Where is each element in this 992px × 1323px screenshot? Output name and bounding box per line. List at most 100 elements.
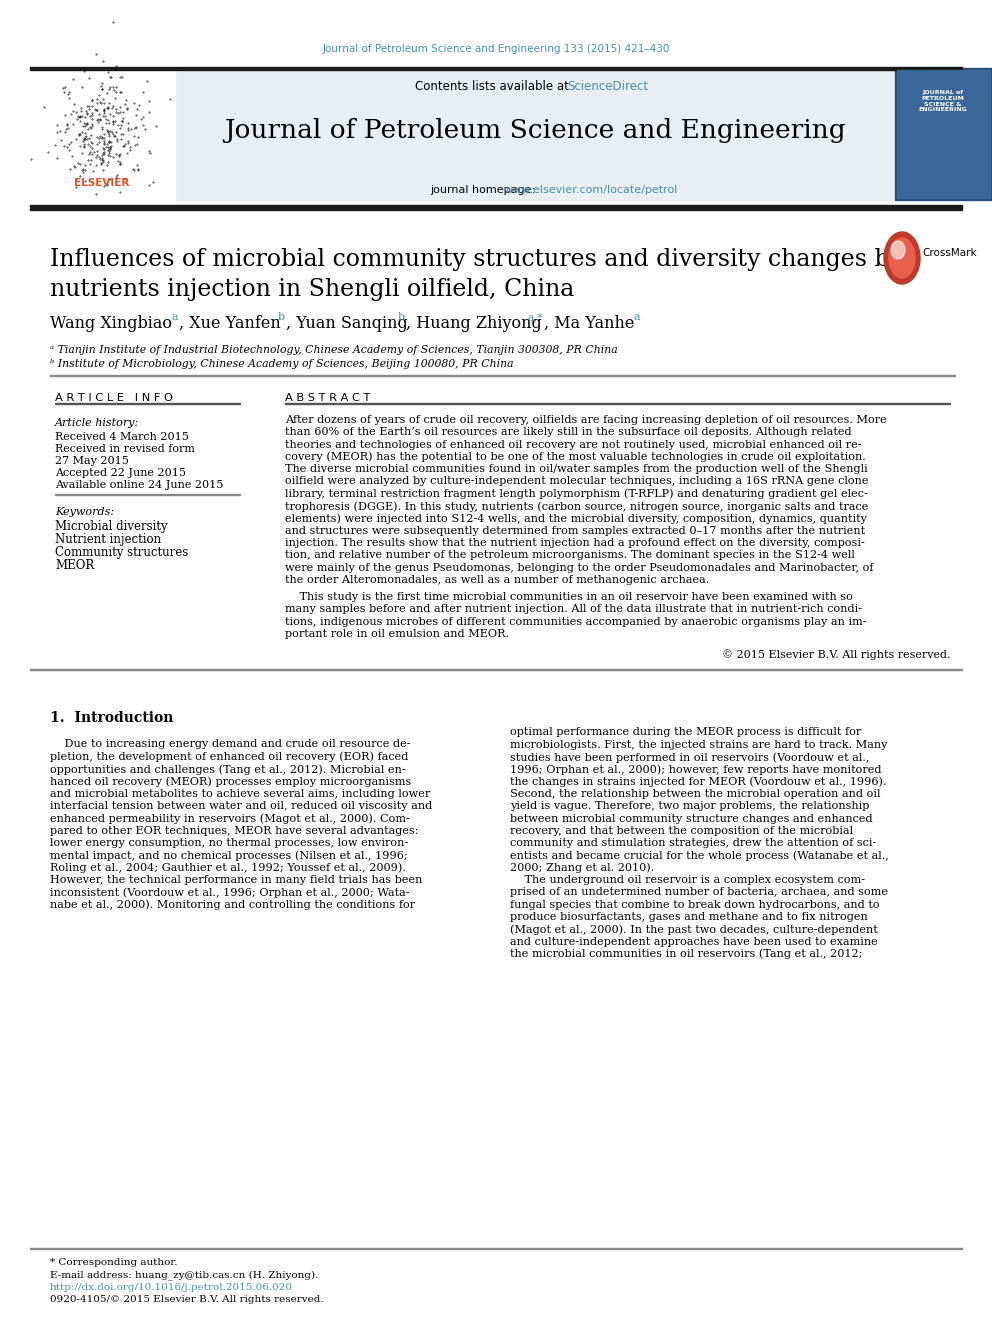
Text: injection. The results show that the nutrient injection had a profound effect on: injection. The results show that the nut… bbox=[285, 538, 865, 548]
Text: Journal of Petroleum Science and Engineering: Journal of Petroleum Science and Enginee… bbox=[224, 118, 846, 143]
Text: The underground oil reservoir is a complex ecosystem com-: The underground oil reservoir is a compl… bbox=[510, 875, 865, 885]
Text: Second, the relationship between the microbial operation and oil: Second, the relationship between the mic… bbox=[510, 789, 881, 799]
Text: A B S T R A C T: A B S T R A C T bbox=[285, 393, 370, 404]
Text: prised of an undetermined number of bacteria, archaea, and some: prised of an undetermined number of bact… bbox=[510, 888, 888, 897]
Text: CrossMark: CrossMark bbox=[922, 247, 977, 258]
Text: Contents lists available at: Contents lists available at bbox=[415, 79, 572, 93]
Text: , Yuan Sanqing: , Yuan Sanqing bbox=[286, 315, 408, 332]
Text: ᵇ Institute of Microbiology, Chinese Academy of Sciences, Beijing 100080, PR Chi: ᵇ Institute of Microbiology, Chinese Aca… bbox=[50, 359, 514, 369]
Text: This study is the first time microbial communities in an oil reservoir have been: This study is the first time microbial c… bbox=[285, 593, 853, 602]
Text: entists and became crucial for the whole process (Watanabe et al.,: entists and became crucial for the whole… bbox=[510, 851, 889, 861]
Text: pared to other EOR techniques, MEOR have several advantages:: pared to other EOR techniques, MEOR have… bbox=[50, 826, 419, 836]
Text: trophoresis (DGGE). In this study, nutrients (carbon source, nitrogen source, in: trophoresis (DGGE). In this study, nutri… bbox=[285, 501, 868, 512]
Text: were mainly of the genus Pseudomonas, belonging to the order Pseudomonadales and: were mainly of the genus Pseudomonas, be… bbox=[285, 562, 874, 573]
Text: b: b bbox=[398, 312, 405, 321]
Text: E-mail address: huang_zy@tib.cas.cn (H. Zhiyong).: E-mail address: huang_zy@tib.cas.cn (H. … bbox=[50, 1270, 318, 1279]
Text: Due to increasing energy demand and crude oil resource de-: Due to increasing energy demand and crud… bbox=[50, 740, 411, 749]
Text: covery (MEOR) has the potential to be one of the most valuable technologies in c: covery (MEOR) has the potential to be on… bbox=[285, 452, 866, 463]
Text: Wang Xingbiao: Wang Xingbiao bbox=[50, 315, 172, 332]
Text: enhanced permeability in reservoirs (Magot et al., 2000). Com-: enhanced permeability in reservoirs (Mag… bbox=[50, 814, 410, 824]
Text: than 60% of the Earth’s oil resources are likely still in the subsurface oil dep: than 60% of the Earth’s oil resources ar… bbox=[285, 427, 851, 438]
Text: theories and technologies of enhanced oil recovery are not routinely used, micro: theories and technologies of enhanced oi… bbox=[285, 439, 861, 450]
Ellipse shape bbox=[884, 232, 920, 284]
Text: elements) were injected into S12-4 wells, and the microbial diversity, compositi: elements) were injected into S12-4 wells… bbox=[285, 513, 867, 524]
Text: (Magot et al., 2000). In the past two decades, culture-dependent: (Magot et al., 2000). In the past two de… bbox=[510, 925, 878, 935]
Text: the changes in strains injected for MEOR (Voordouw et al., 1996).: the changes in strains injected for MEOR… bbox=[510, 777, 887, 787]
Bar bbox=[175, 67, 895, 200]
Text: Article history:: Article history: bbox=[55, 418, 139, 429]
Bar bbox=[30, 67, 175, 200]
Text: After dozens of years of crude oil recovery, oilfields are facing increasing dep: After dozens of years of crude oil recov… bbox=[285, 415, 887, 425]
Text: the microbial communities in oil reservoirs (Tang et al., 2012;: the microbial communities in oil reservo… bbox=[510, 949, 862, 959]
Text: However, the technical performance in many field trials has been: However, the technical performance in ma… bbox=[50, 875, 423, 885]
Text: Received in revised form: Received in revised form bbox=[55, 445, 195, 454]
Text: © 2015 Elsevier B.V. All rights reserved.: © 2015 Elsevier B.V. All rights reserved… bbox=[721, 650, 950, 660]
Text: studies have been performed in oil reservoirs (Voordouw et al.,: studies have been performed in oil reser… bbox=[510, 751, 869, 762]
Text: nabe et al., 2000). Monitoring and controlling the conditions for: nabe et al., 2000). Monitoring and contr… bbox=[50, 900, 415, 910]
Text: mental impact, and no chemical processes (Nilsen et al., 1996;: mental impact, and no chemical processes… bbox=[50, 851, 408, 861]
Text: Community structures: Community structures bbox=[55, 546, 188, 560]
Text: opportunities and challenges (Tang et al., 2012). Microbial en-: opportunities and challenges (Tang et al… bbox=[50, 763, 406, 774]
Text: produce biosurfactants, gases and methane and to fix nitrogen: produce biosurfactants, gases and methan… bbox=[510, 912, 868, 922]
Bar bbox=[895, 67, 992, 200]
Text: 1.  Introduction: 1. Introduction bbox=[50, 712, 174, 725]
Text: microbiologists. First, the injected strains are hard to track. Many: microbiologists. First, the injected str… bbox=[510, 740, 888, 750]
Text: oilfield were analyzed by culture-independent molecular techniques, including a : oilfield were analyzed by culture-indepe… bbox=[285, 476, 869, 487]
Text: hanced oil recovery (MEOR) processes employ microorganisms: hanced oil recovery (MEOR) processes emp… bbox=[50, 777, 412, 787]
Text: A R T I C L E   I N F O: A R T I C L E I N F O bbox=[55, 393, 173, 404]
Text: * Corresponding author.: * Corresponding author. bbox=[50, 1258, 178, 1267]
Ellipse shape bbox=[891, 241, 905, 259]
Text: b: b bbox=[278, 312, 285, 321]
Text: ScienceDirect: ScienceDirect bbox=[567, 79, 648, 93]
Text: The diverse microbial communities found in oil/water samples from the production: The diverse microbial communities found … bbox=[285, 464, 868, 474]
Text: 1996; Orphan et al., 2000); however, few reports have monitored: 1996; Orphan et al., 2000); however, few… bbox=[510, 765, 882, 775]
Text: , Xue Yanfen: , Xue Yanfen bbox=[179, 315, 281, 332]
Text: interfacial tension between water and oil, reduced oil viscosity and: interfacial tension between water and oi… bbox=[50, 800, 433, 811]
Text: Nutrient injection: Nutrient injection bbox=[55, 533, 161, 546]
Text: MEOR: MEOR bbox=[55, 560, 94, 572]
Text: a,*: a,* bbox=[527, 312, 543, 321]
Ellipse shape bbox=[889, 238, 915, 278]
Text: inconsistent (Voordouw et al., 1996; Orphan et al., 2000; Wata-: inconsistent (Voordouw et al., 1996; Orp… bbox=[50, 886, 410, 897]
Text: Influences of microbial community structures and diversity changes by: Influences of microbial community struct… bbox=[50, 247, 903, 271]
Text: Roling et al., 2004; Gauthier et al., 1992; Youssef et al., 2009).: Roling et al., 2004; Gauthier et al., 19… bbox=[50, 863, 406, 873]
Bar bbox=[30, 205, 962, 209]
Text: community and stimulation strategies, drew the attention of sci-: community and stimulation strategies, dr… bbox=[510, 837, 876, 848]
Text: Available online 24 June 2015: Available online 24 June 2015 bbox=[55, 480, 223, 490]
Text: Accepted 22 June 2015: Accepted 22 June 2015 bbox=[55, 468, 186, 478]
Text: tions, indigenous microbes of different communities accompanied by anaerobic org: tions, indigenous microbes of different … bbox=[285, 617, 866, 627]
Text: and microbial metabolites to achieve several aims, including lower: and microbial metabolites to achieve sev… bbox=[50, 789, 431, 799]
Text: 27 May 2015: 27 May 2015 bbox=[55, 456, 129, 466]
Text: library, terminal restriction fragment length polymorphism (T-RFLP) and denaturi: library, terminal restriction fragment l… bbox=[285, 488, 868, 499]
Text: www.elsevier.com/locate/petrol: www.elsevier.com/locate/petrol bbox=[504, 185, 679, 194]
Text: , Huang Zhiyong: , Huang Zhiyong bbox=[406, 315, 542, 332]
Text: tion, and relative number of the petroleum microorganisms. The dominant species : tion, and relative number of the petrole… bbox=[285, 550, 855, 561]
Bar bbox=[897, 70, 990, 198]
Text: between microbial community structure changes and enhanced: between microbial community structure ch… bbox=[510, 814, 873, 823]
Text: and culture-independent approaches have been used to examine: and culture-independent approaches have … bbox=[510, 937, 878, 946]
Text: optimal performance during the MEOR process is difficult for: optimal performance during the MEOR proc… bbox=[510, 728, 861, 737]
Text: lower energy consumption, no thermal processes, low environ-: lower energy consumption, no thermal pro… bbox=[50, 837, 408, 848]
Text: fungal species that combine to break down hydrocarbons, and to: fungal species that combine to break dow… bbox=[510, 900, 880, 910]
Text: many samples before and after nutrient injection. All of the data illustrate tha: many samples before and after nutrient i… bbox=[285, 605, 862, 614]
Text: a: a bbox=[171, 312, 178, 321]
Text: journal homepage:: journal homepage: bbox=[430, 185, 539, 194]
Text: JOURNAL of
PETROLEUM
SCIENCE &
ENGINEERING: JOURNAL of PETROLEUM SCIENCE & ENGINEERI… bbox=[919, 90, 967, 112]
Text: http://dx.doi.org/10.1016/j.petrol.2015.06.020: http://dx.doi.org/10.1016/j.petrol.2015.… bbox=[50, 1283, 293, 1293]
Text: Microbial diversity: Microbial diversity bbox=[55, 520, 168, 533]
Text: , Ma Yanhe: , Ma Yanhe bbox=[544, 315, 634, 332]
Text: Journal of Petroleum Science and Engineering 133 (2015) 421–430: Journal of Petroleum Science and Enginee… bbox=[322, 44, 670, 54]
Text: ᵃ Tianjin Institute of Industrial Biotechnology, Chinese Academy of Sciences, Ti: ᵃ Tianjin Institute of Industrial Biotec… bbox=[50, 345, 618, 355]
Bar bbox=[30, 67, 962, 70]
Text: the order Alteromonadales, as well as a number of methanogenic archaea.: the order Alteromonadales, as well as a … bbox=[285, 576, 709, 585]
Text: nutrients injection in Shengli oilfield, China: nutrients injection in Shengli oilfield,… bbox=[50, 278, 574, 302]
Text: pletion, the development of enhanced oil recovery (EOR) faced: pletion, the development of enhanced oil… bbox=[50, 751, 409, 762]
Text: and structures were subsequently determined from samples extracted 0–17 months a: and structures were subsequently determi… bbox=[285, 525, 865, 536]
Text: recovery, and that between the composition of the microbial: recovery, and that between the compositi… bbox=[510, 826, 853, 836]
Text: Received 4 March 2015: Received 4 March 2015 bbox=[55, 433, 188, 442]
Text: portant role in oil emulsion and MEOR.: portant role in oil emulsion and MEOR. bbox=[285, 630, 509, 639]
Text: a: a bbox=[634, 312, 641, 321]
Text: yield is vague. Therefore, two major problems, the relationship: yield is vague. Therefore, two major pro… bbox=[510, 802, 869, 811]
Text: 2000; Zhang et al. 2010).: 2000; Zhang et al. 2010). bbox=[510, 863, 655, 873]
Text: Keywords:: Keywords: bbox=[55, 507, 114, 517]
